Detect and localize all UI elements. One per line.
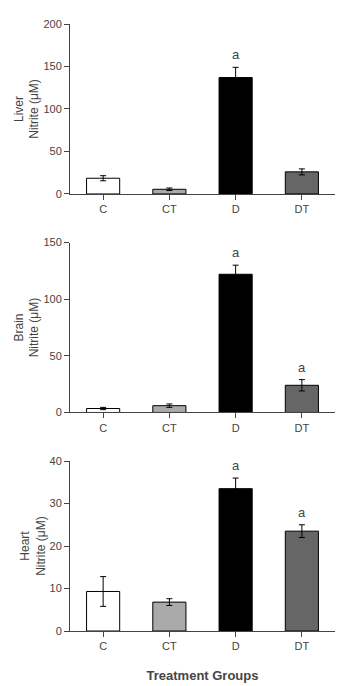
svg-text:CT: CT [162,422,177,434]
svg-text:20: 20 [50,540,62,552]
svg-text:D: D [232,640,240,652]
svg-text:a: a [232,458,240,473]
svg-text:D: D [232,422,240,434]
svg-text:D: D [232,203,240,215]
svg-text:C: C [99,640,107,652]
svg-text:DT: DT [295,640,310,652]
svg-text:BrainNitrite (μM): BrainNitrite (μM) [12,298,42,358]
svg-text:100: 100 [43,293,61,305]
svg-text:50: 50 [50,350,62,362]
svg-text:50: 50 [50,145,62,157]
svg-text:0: 0 [56,188,62,200]
svg-text:a: a [298,505,306,520]
svg-text:CT: CT [162,640,177,652]
svg-text:200: 200 [43,18,61,30]
svg-text:LiverNitrite (μM): LiverNitrite (μM) [12,79,42,139]
svg-text:0: 0 [56,625,62,637]
svg-text:10: 10 [50,582,62,594]
svg-text:100: 100 [43,103,61,115]
svg-text:30: 30 [50,497,62,509]
svg-text:150: 150 [43,236,61,248]
svg-text:a: a [232,245,240,260]
svg-text:DT: DT [295,203,310,215]
svg-text:Treatment Groups: Treatment Groups [147,668,259,683]
svg-text:HeartNitrite (μM): HeartNitrite (μM) [18,516,48,576]
svg-text:C: C [99,422,107,434]
svg-text:DT: DT [295,422,310,434]
svg-text:a: a [232,47,240,62]
svg-text:150: 150 [43,60,61,72]
svg-text:CT: CT [162,203,177,215]
svg-text:40: 40 [50,455,62,467]
svg-text:0: 0 [56,406,62,418]
svg-text:C: C [99,203,107,215]
svg-text:a: a [298,360,306,375]
